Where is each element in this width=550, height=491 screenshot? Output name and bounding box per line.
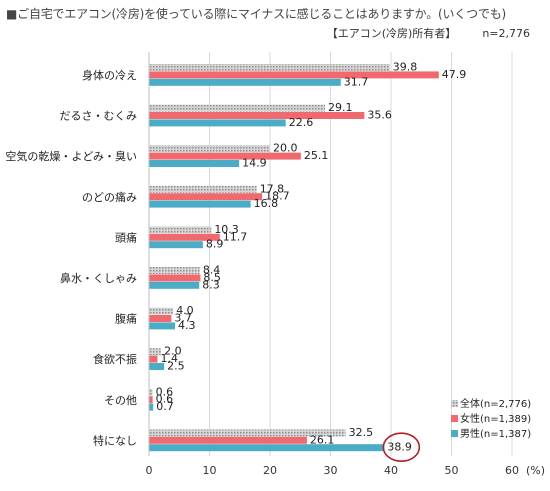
bar-all	[149, 388, 153, 396]
bar-all	[149, 226, 212, 234]
legend-swatch-male	[451, 430, 458, 437]
bars	[149, 64, 439, 452]
data-label: 2.5	[167, 360, 185, 373]
bar-female	[149, 315, 172, 322]
data-label: 14.9	[242, 157, 267, 170]
data-label: 18.7	[265, 190, 290, 203]
data-label: 35.6	[367, 109, 392, 122]
bar-all	[149, 185, 257, 193]
data-label: 31.7	[344, 75, 369, 88]
category-label: のどの痛み	[82, 190, 137, 204]
category-label: 鼻水・くしゃみ	[60, 271, 137, 285]
bar-male	[149, 403, 154, 411]
data-label: 8.3	[202, 278, 220, 291]
bar-female	[149, 71, 439, 79]
data-label: 11.7	[223, 230, 248, 243]
category-labels: 身体の冷えだるさ・むくみ空気の乾燥・よどみ・臭いのどの痛み頭痛鼻水・くしゃみ腹痛…	[5, 68, 137, 447]
chart-title: ■ご自宅でエアコン(冷房)を使っている際にマイナスに感じることはありますか。(い…	[6, 7, 506, 21]
legend-label-male: 男性(n=1,387)	[460, 427, 531, 440]
data-label: 22.6	[289, 116, 314, 129]
data-label: 10.3	[214, 223, 239, 236]
category-label: 頭痛	[115, 230, 137, 244]
data-label: 20.0	[273, 142, 298, 155]
category-label: 食欲不振	[93, 352, 137, 366]
category-label: 特になし	[93, 433, 137, 447]
data-label: 39.8	[393, 61, 418, 74]
data-label: 17.8	[260, 182, 285, 195]
data-label: 25.1	[304, 149, 329, 162]
bar-male	[149, 444, 385, 452]
data-label: 8.9	[206, 238, 224, 251]
data-label: 0.7	[156, 400, 174, 413]
category-label: 腹痛	[115, 312, 137, 326]
highlight-circle	[382, 432, 421, 463]
x-tick-label: 10	[203, 464, 217, 477]
bar-female	[149, 396, 153, 404]
x-axis-unit: (%)	[526, 464, 545, 477]
chart-subtitle: 【エアコン(冷房)所有者】 n=2,776	[327, 25, 530, 41]
sample-size: n=2,776	[482, 27, 530, 40]
legend: 全体(n=2,776) 女性(n=1,389) 男性(n=1,387)	[451, 397, 531, 440]
bar-female	[149, 193, 263, 201]
x-tick-label: 40	[384, 464, 398, 477]
legend-label-all: 全体(n=2,776)	[460, 397, 531, 410]
bar-all	[149, 348, 162, 356]
x-tick-label: 50	[445, 464, 459, 477]
x-tick-label: 0	[146, 464, 153, 477]
data-label: 26.1	[310, 433, 335, 446]
bar-male	[149, 160, 240, 167]
bar-male	[149, 200, 251, 208]
x-tick-label: 30	[324, 464, 338, 477]
bar-male	[149, 78, 341, 86]
highlight-annotation	[382, 432, 421, 463]
category-label: だるさ・むくみ	[60, 110, 137, 123]
bar-all	[149, 429, 346, 437]
bar-female	[149, 112, 365, 119]
bar-male	[149, 241, 203, 249]
bar-male	[149, 363, 165, 370]
bar-female	[149, 355, 158, 363]
x-axis: 0 10 20 30 40 50 60 (%)	[146, 52, 545, 477]
data-label: 0.6	[156, 393, 174, 406]
bar-all	[149, 64, 390, 71]
legend-swatch-all	[451, 400, 458, 407]
data-label: 8.4	[203, 264, 221, 277]
bar-male	[149, 322, 176, 330]
bar-all	[149, 145, 270, 153]
legend-label-female: 女性(n=1,389)	[460, 412, 531, 425]
bar-male	[149, 119, 286, 127]
data-label: 0.6	[156, 385, 174, 398]
data-label: 4.0	[176, 304, 194, 317]
bar-male	[149, 281, 200, 289]
data-label: 4.3	[178, 319, 196, 332]
data-label: 32.5	[349, 426, 374, 439]
bar-female	[149, 233, 220, 241]
respondent-group: 【エアコン(冷房)所有者】	[326, 27, 457, 40]
x-tick-label: 60	[505, 464, 519, 477]
value-labels: 39.8 47.9 31.7 29.1 35.6 22.6 20.0 25.1 14.9 17.8…	[156, 61, 467, 454]
bar-all	[149, 307, 174, 315]
bar-female	[149, 274, 201, 282]
category-label: 空気の乾燥・よどみ・臭い	[5, 149, 137, 163]
bar-all	[149, 267, 200, 274]
x-tick-label: 20	[263, 464, 277, 477]
data-label: 16.8	[254, 197, 279, 210]
bar-female	[149, 152, 301, 160]
data-label: 38.9	[387, 441, 412, 454]
bar-female	[149, 436, 307, 444]
bar-all	[149, 104, 326, 112]
data-label: 8.5	[203, 271, 221, 284]
category-label: その他	[104, 394, 137, 407]
legend-swatch-female	[451, 415, 458, 422]
data-label: 29.1	[328, 101, 353, 114]
data-label: 47.9	[442, 68, 467, 81]
category-label: 身体の冷え	[82, 68, 137, 82]
data-label: 1.4	[160, 352, 178, 365]
data-label: 3.7	[174, 312, 192, 325]
data-label: 2.0	[164, 345, 182, 358]
